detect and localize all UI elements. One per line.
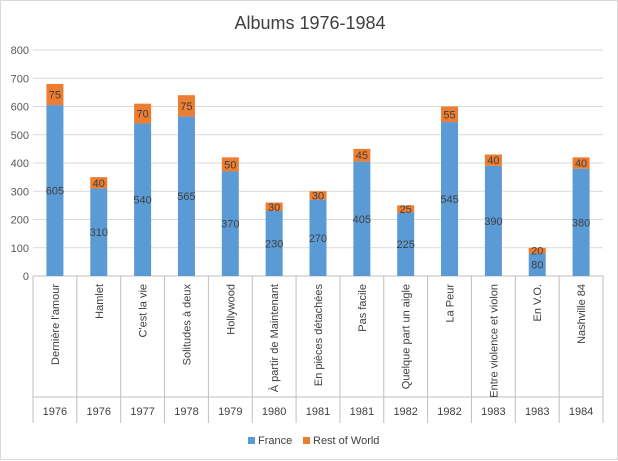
x-category-label: Entre violence et violon [488,284,500,398]
data-label: 75 [49,89,61,101]
x-category-label: Solitudes à deux [181,284,193,366]
data-label: 40 [487,155,499,167]
x-category-label: En pièces détachées [313,284,325,387]
x-category-label: Pas facile [357,284,369,332]
y-tick-label: 700 [11,73,29,85]
bar-segment-france [353,161,371,276]
data-label: 70 [136,109,148,121]
data-label: 540 [133,195,151,207]
x-year-label: 1977 [130,406,154,418]
x-category-label: Hollywood [225,284,237,335]
bar-segment-rest-of-world [309,191,327,200]
bar-segment-rest-of-world [90,177,108,189]
bar-segment-rest-of-world [484,154,502,166]
data-label: 55 [443,109,455,121]
y-tick-label: 400 [11,158,29,170]
data-label: 40 [93,178,105,190]
bar-segment-france [177,116,195,276]
bar-segment-france [528,253,546,276]
x-category-label: Nashville 84 [576,284,588,344]
x-category-label: C'est la vie [138,284,150,337]
data-label: 405 [353,214,371,226]
data-label: 45 [356,150,368,162]
bar-segment-rest-of-world [528,247,546,254]
x-year-label: 1983 [481,406,505,418]
data-label: 30 [268,202,280,214]
data-label: 50 [224,159,236,171]
x-axis: Dernière l'amour 1976 Hamlet 1976 C'est la v… [32,276,604,423]
x-year-label: 1984 [569,406,593,418]
bar-segment-rest-of-world [265,202,283,212]
y-tick-label: 100 [11,243,29,255]
data-label: 225 [397,239,415,251]
bar-segment-rest-of-world [134,103,152,124]
y-tick-label: 800 [11,45,29,57]
bar-segment-france [134,123,152,276]
bars: 6057531040540705657537050230302703040545… [46,83,590,277]
legend-label-france: France [258,435,292,447]
data-label: 270 [309,233,327,245]
bar-segment-france [441,122,459,276]
y-tick-label: 200 [11,215,29,227]
bar-segment-france [309,199,327,276]
y-axis: 0 100 200 300 400 500 600 700 800 [11,45,29,283]
data-label: 390 [484,216,502,228]
bar-segment-rest-of-world [221,157,239,172]
x-category-label: Hamlet [94,284,106,319]
x-year-label: 1976 [43,406,67,418]
data-label: 30 [312,190,324,202]
data-label: 25 [400,204,412,216]
data-label: 310 [90,227,108,239]
legend-label-rest-of-world: Rest of World [313,435,379,447]
bar-segment-rest-of-world [177,95,195,117]
data-label: 80 [531,260,543,272]
bar-segment-france [46,105,64,277]
data-label: 40 [575,158,587,170]
x-category-label: Quelque part un aigle [401,284,413,389]
x-year-label: 1982 [393,406,417,418]
x-year-label: 1976 [87,406,111,418]
bar-segment-france [572,168,590,276]
bar-segment-france [265,211,283,276]
x-category-label: La Peur [445,284,457,323]
x-year-label: 1980 [262,406,286,418]
data-label: 370 [221,219,239,231]
bar-segment-rest-of-world [441,106,459,123]
bar-segment-rest-of-world [353,148,371,162]
x-year-label: 1982 [437,406,461,418]
y-tick-label: 0 [23,271,29,283]
x-category-label: À partir de Maintenant [268,284,281,392]
bar-segment-france [484,165,502,276]
data-label: 545 [440,194,458,206]
bar-segment-rest-of-world [397,205,415,213]
data-label: 565 [177,191,195,203]
data-label: 75 [180,101,192,113]
y-tick-label: 300 [11,186,29,198]
data-label: 20 [531,246,543,258]
data-label: 605 [46,186,64,198]
x-year-label: 1983 [525,406,549,418]
legend-swatch-rest-of-world [303,437,310,444]
y-tick-label: 500 [11,130,29,142]
x-category-label: Dernière l'amour [50,284,62,365]
y-tick-label: 600 [11,102,29,114]
data-label: 380 [572,217,590,229]
bar-segment-france [90,188,108,276]
x-year-label: 1979 [218,406,242,418]
x-year-label: 1981 [306,406,330,418]
gridlines [33,49,603,277]
bar-segment-rest-of-world [46,83,64,106]
bar-segment-france [221,171,239,276]
x-category-label: En V.O. [532,284,544,322]
x-year-label: 1978 [174,406,198,418]
legend: France Rest of World [248,435,379,447]
bar-segment-rest-of-world [572,157,590,169]
legend-swatch-france [248,437,255,444]
chart-title: Albums 1976-1984 [234,13,385,33]
data-label: 230 [265,239,283,251]
bar-segment-france [397,212,415,276]
x-year-label: 1981 [350,406,374,418]
